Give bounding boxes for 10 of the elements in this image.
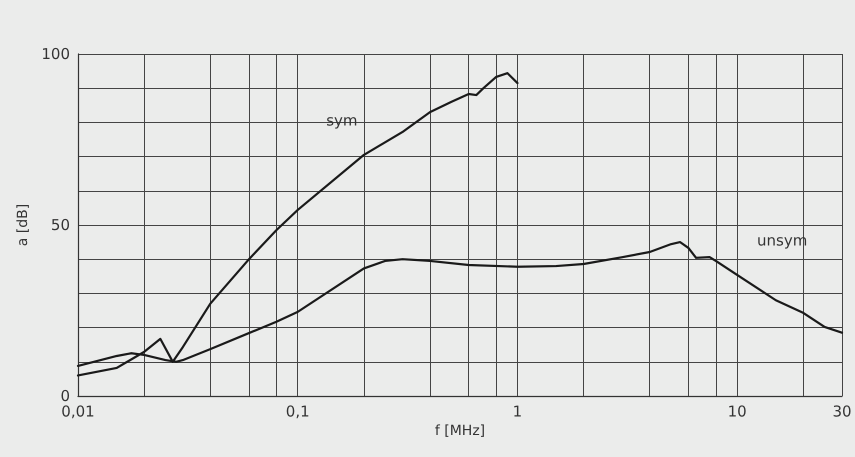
x-tick-label: 10 bbox=[728, 402, 747, 420]
y-tick-label: 100 bbox=[41, 45, 70, 63]
x-tick-label: 0,1 bbox=[286, 402, 310, 420]
x-tick-label: 1 bbox=[512, 402, 522, 420]
x-tick-label: 30 bbox=[832, 402, 852, 420]
x-tick-label: 0,01 bbox=[61, 402, 95, 420]
y-tick-label: 0 bbox=[60, 387, 70, 405]
x-axis-title: f [MHz] bbox=[434, 422, 486, 439]
y-axis-title: a [dB] bbox=[15, 204, 31, 246]
y-tick-label: 50 bbox=[50, 216, 70, 234]
